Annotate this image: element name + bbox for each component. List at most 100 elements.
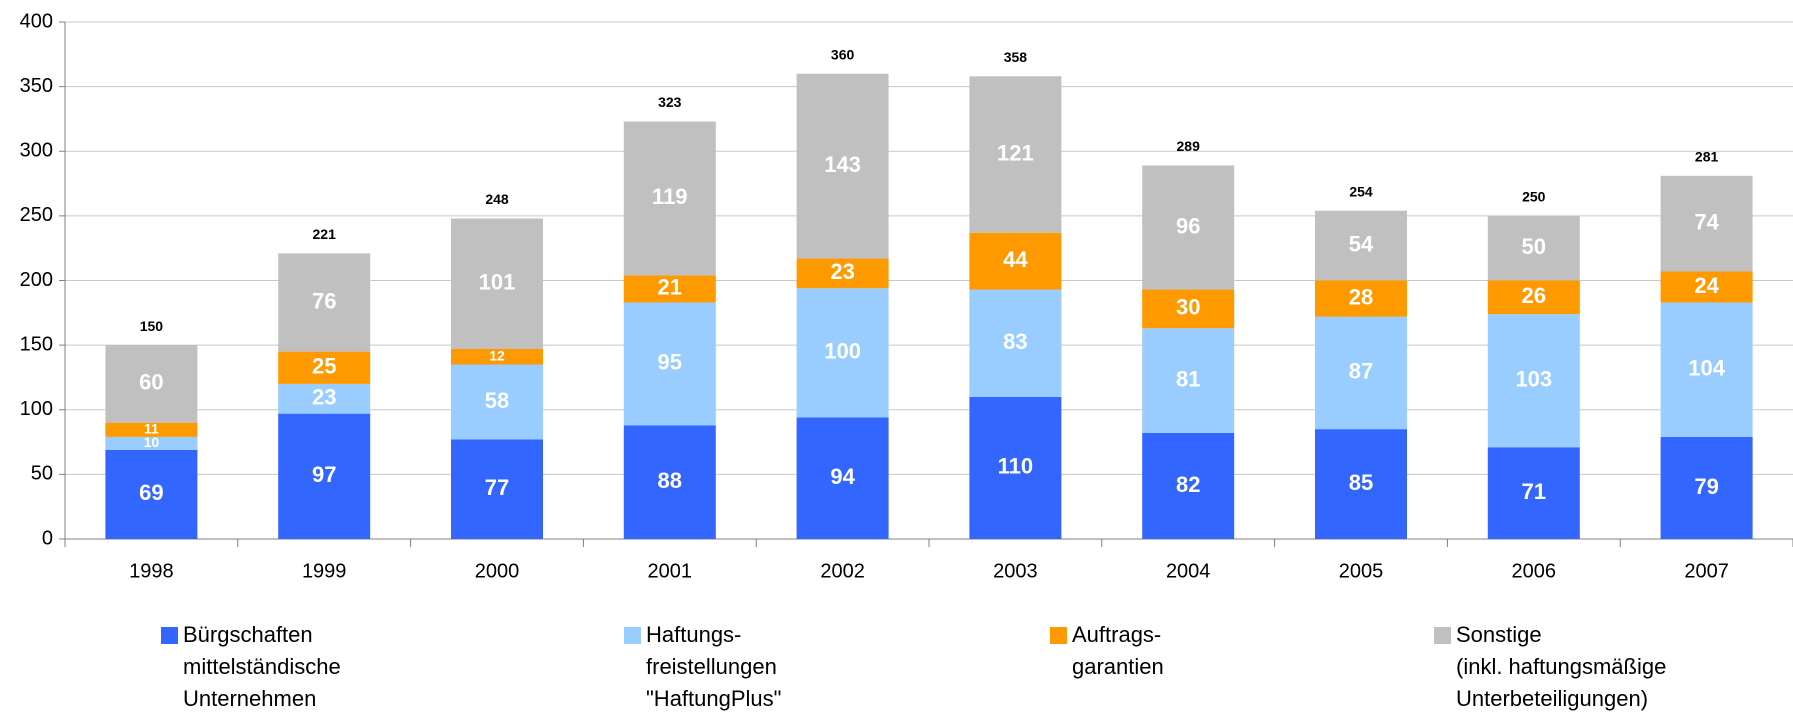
total-label: 150 (140, 318, 164, 334)
total-label: 323 (658, 94, 682, 110)
bar-segment (969, 396, 1062, 539)
bar-segment (278, 351, 371, 384)
data-label: 25 (312, 354, 336, 379)
data-label: 74 (1694, 209, 1719, 234)
data-label: 26 (1522, 283, 1546, 308)
bar-segment (105, 422, 198, 437)
total-label: 248 (485, 191, 509, 207)
legend-marker (1434, 627, 1451, 644)
data-label: 60 (139, 370, 163, 395)
x-tick-label: 2003 (993, 560, 1038, 582)
bar-segment (623, 275, 716, 303)
x-tick-label: 2005 (1339, 560, 1384, 582)
bar-segment (1142, 165, 1235, 290)
bar-segment (969, 76, 1062, 233)
bar-segment (278, 413, 371, 539)
bar-segment (1315, 316, 1407, 430)
x-tick-label: 2007 (1684, 560, 1729, 582)
x-tick-label: 2002 (820, 560, 865, 582)
data-label: 76 (312, 288, 336, 313)
legend-marker (161, 627, 178, 644)
data-label: 119 (652, 184, 688, 209)
data-label: 11 (144, 420, 159, 436)
bar-segment (451, 439, 543, 539)
x-tick-label: 1998 (129, 560, 174, 582)
y-tick-label: 100 (20, 398, 53, 420)
bar-segment (1660, 175, 1753, 272)
x-tick-label: 2000 (475, 560, 520, 582)
bar-segment (1660, 302, 1753, 437)
legend-marker (624, 627, 641, 644)
data-label: 101 (479, 270, 516, 295)
data-label: 95 (658, 350, 682, 375)
data-label: 21 (658, 275, 682, 300)
x-tick-label: 2001 (648, 560, 693, 582)
data-label: 94 (830, 464, 855, 489)
bar-segment (623, 425, 716, 539)
data-label: 44 (1003, 247, 1028, 272)
x-tick-label: 1999 (302, 560, 347, 582)
legend-label: Auftrags- garantien (1072, 622, 1164, 679)
data-label: 88 (658, 468, 682, 493)
total-label: 360 (831, 46, 855, 62)
data-label: 103 (1515, 366, 1552, 391)
bar-segment (1315, 210, 1407, 281)
x-tick-label: 2006 (1512, 560, 1557, 582)
data-label: 83 (1003, 329, 1027, 354)
data-label: 143 (824, 152, 861, 177)
y-tick-label: 300 (20, 140, 53, 162)
y-tick-label: 0 (42, 527, 53, 549)
y-tick-label: 50 (31, 463, 53, 485)
data-label: 69 (139, 480, 163, 505)
total-label: 254 (1349, 183, 1373, 199)
bar-segment (105, 345, 198, 423)
total-label: 358 (1004, 49, 1028, 65)
data-label: 87 (1349, 359, 1373, 384)
data-label: 85 (1349, 470, 1373, 495)
bar-segment (1660, 436, 1753, 539)
y-tick-label: 400 (20, 10, 53, 32)
legend-marker (1050, 627, 1067, 644)
y-tick-label: 350 (20, 75, 53, 97)
bar-segment (796, 258, 889, 289)
bar-segment (623, 121, 716, 276)
data-label: 12 (489, 347, 505, 363)
bar-segment (796, 417, 889, 539)
bar-segment (1315, 280, 1407, 317)
bar-segment (105, 436, 198, 450)
data-label: 23 (312, 385, 336, 410)
bar-segment (1142, 289, 1235, 329)
legend-label: Bürgschaften mittelständische Unternehme… (183, 622, 341, 711)
bar-segment (451, 364, 543, 440)
bar-segment (1487, 314, 1580, 448)
data-label: 58 (485, 388, 509, 413)
bar-segment (278, 383, 371, 414)
total-label: 250 (1522, 189, 1546, 205)
bar-segment (1487, 215, 1580, 281)
data-label: 100 (824, 339, 861, 364)
y-tick-label: 250 (20, 204, 53, 226)
bar-segment (1142, 433, 1235, 539)
bar-segment (796, 73, 889, 259)
total-label: 221 (313, 226, 337, 242)
bar-segment (969, 232, 1062, 290)
bar-segment (451, 349, 543, 365)
bar-segment (1660, 271, 1753, 303)
bar-segment (1487, 447, 1580, 539)
data-label: 121 (997, 140, 1034, 165)
data-label: 97 (312, 462, 336, 487)
bar-segment (1142, 328, 1235, 434)
bar-segment (1487, 280, 1580, 315)
total-label: 281 (1695, 149, 1719, 165)
data-label: 10 (144, 434, 160, 450)
data-label: 104 (1688, 355, 1725, 380)
legend-label: Sonstige (inkl. haftungsmäßige Unterbete… (1456, 622, 1667, 711)
bar-segment (105, 449, 198, 539)
y-tick-label: 150 (20, 333, 53, 355)
x-tick-label: 2004 (1166, 560, 1211, 582)
data-label: 79 (1694, 474, 1718, 499)
y-tick-label: 200 (20, 269, 53, 291)
data-label: 54 (1349, 231, 1374, 256)
